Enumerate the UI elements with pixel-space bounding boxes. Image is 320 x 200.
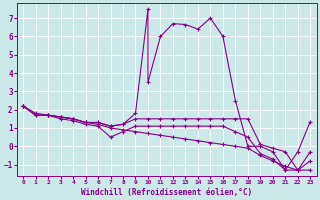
X-axis label: Windchill (Refroidissement éolien,°C): Windchill (Refroidissement éolien,°C) <box>81 188 252 197</box>
